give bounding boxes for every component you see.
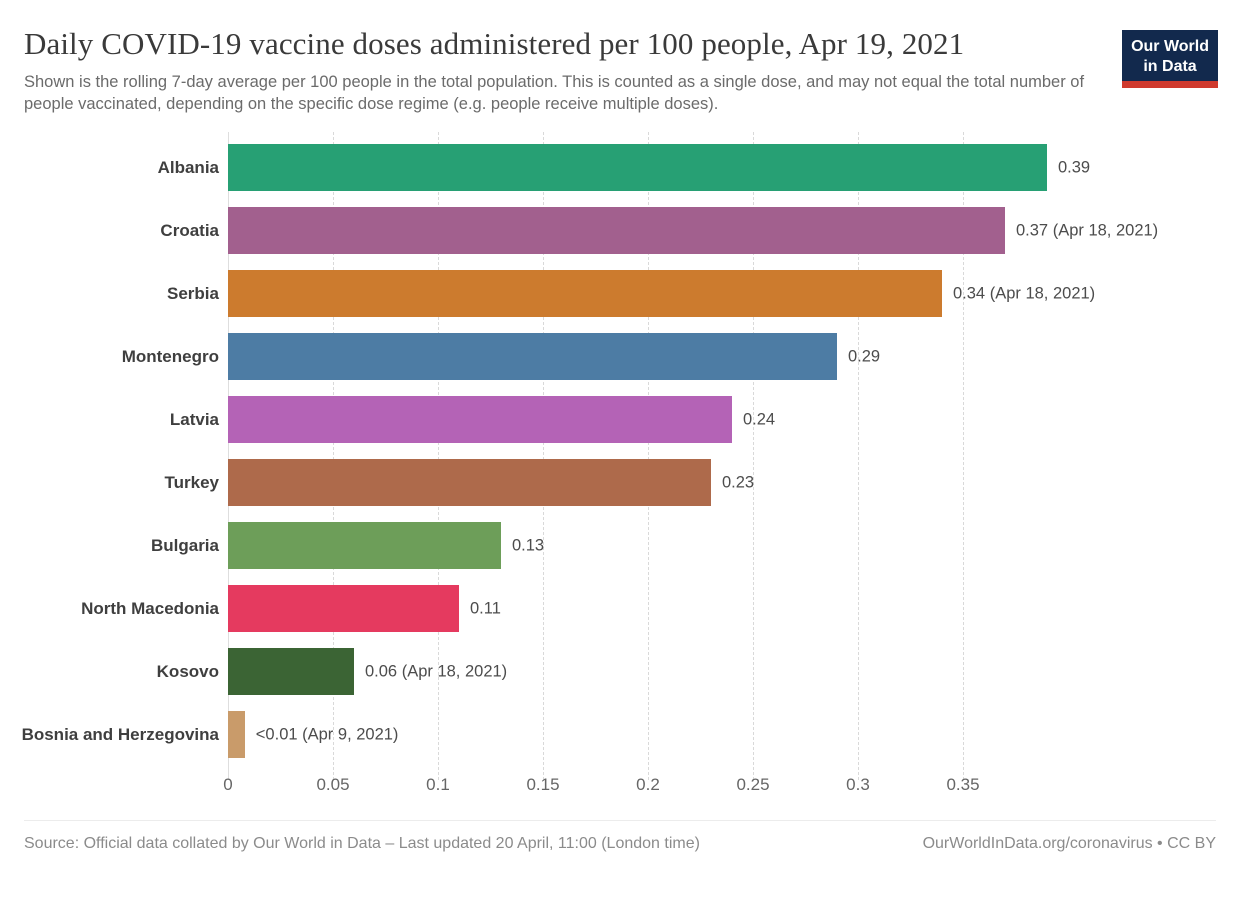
x-tick-label: 0.1: [426, 775, 450, 795]
value-label: <0.01 (Apr 9, 2021): [255, 725, 399, 744]
category-label: Croatia: [160, 220, 219, 240]
x-tick-label: 0.35: [946, 775, 980, 795]
bar: [228, 207, 1005, 255]
category-label: Serbia: [167, 283, 219, 303]
bar: [228, 711, 245, 759]
owid-logo-line1: Our World: [1131, 38, 1209, 55]
category-label: Latvia: [169, 409, 219, 429]
bar: [228, 333, 837, 381]
category-label: Bulgaria: [150, 535, 219, 555]
value-label: 0.23: [722, 473, 755, 492]
chart-title: Daily COVID-19 vaccine doses administere…: [24, 26, 965, 61]
chart-header: Daily COVID-19 vaccine doses administere…: [0, 0, 1242, 116]
value-label: 0.37 (Apr 18, 2021): [1016, 221, 1159, 240]
bar-track: <0.01 (Apr 9, 2021): [228, 711, 1242, 759]
x-tick-label: 0.05: [316, 775, 350, 795]
x-tick-label: 0.2: [636, 775, 660, 795]
value-label: 0.06 (Apr 18, 2021): [365, 662, 508, 681]
chart-row: Bosnia and Herzegovina <0.01 (Apr 9, 2021…: [0, 703, 1242, 766]
category-label: Albania: [157, 157, 219, 177]
bar: [228, 522, 501, 570]
bar: [228, 396, 732, 444]
category-label: Bosnia and Herzegovina: [21, 724, 219, 744]
bar-track: 0.13: [228, 522, 1242, 570]
owid-logo: Our World in Data: [1122, 30, 1218, 89]
x-tick-label: 0.15: [526, 775, 560, 795]
value-label: 0.29: [848, 347, 881, 366]
chart-row: Turkey 0.23: [0, 451, 1242, 514]
source-note: Source: Official data collated by Our Wo…: [24, 835, 700, 853]
value-label: 0.34 (Apr 18, 2021): [953, 284, 1096, 303]
x-tick-label: 0: [223, 775, 233, 795]
attribution-link: OurWorldInData.org/coronavirus • CC BY: [922, 835, 1216, 853]
x-tick-label: 0.3: [846, 775, 870, 795]
bar-track: 0.24: [228, 396, 1242, 444]
bar: [228, 585, 459, 633]
chart-row: Montenegro 0.29: [0, 325, 1242, 388]
bar: [228, 648, 354, 696]
bar-track: 0.37 (Apr 18, 2021): [228, 207, 1242, 255]
bar-track: 0.11: [228, 585, 1242, 633]
value-label: 0.13: [512, 536, 545, 555]
category-label: Kosovo: [156, 661, 219, 681]
chart-row: Albania 0.39: [0, 136, 1242, 199]
bar: [228, 459, 711, 507]
chart-footer: Source: Official data collated by Our Wo…: [24, 820, 1216, 853]
value-label: 0.39: [1058, 158, 1091, 177]
bar-chart: Albania 0.39 Croatia 0.37 (Apr 18, 2021) Ser…: [0, 132, 1242, 800]
owid-logo-line2: in Data: [1143, 57, 1197, 75]
chart-row: North Macedonia 0.11: [0, 577, 1242, 640]
bar-track: 0.39: [228, 144, 1242, 192]
bar-track: 0.23: [228, 459, 1242, 507]
category-label: North Macedonia: [81, 598, 219, 618]
category-label: Turkey: [164, 472, 220, 492]
bar-track: 0.34 (Apr 18, 2021): [228, 270, 1242, 318]
value-label: 0.24: [743, 410, 776, 429]
chart-row: Kosovo 0.06 (Apr 18, 2021): [0, 640, 1242, 703]
bar-track: 0.06 (Apr 18, 2021): [228, 648, 1242, 696]
chart-row: Bulgaria 0.13: [0, 514, 1242, 577]
chart-row: Croatia 0.37 (Apr 18, 2021): [0, 199, 1242, 262]
chart-row: Serbia 0.34 (Apr 18, 2021): [0, 262, 1242, 325]
chart-row: Latvia 0.24: [0, 388, 1242, 451]
bar: [228, 144, 1047, 192]
bar: [228, 270, 942, 318]
x-axis: 0 0.05 0.1 0.15 0.2 0.25 0.3 0.35: [223, 766, 1242, 800]
chart-subtitle: Shown is the rolling 7-day average per 1…: [24, 72, 1085, 114]
bar-track: 0.29: [228, 333, 1242, 381]
value-label: 0.11: [470, 599, 501, 618]
x-tick-label: 0.25: [736, 775, 770, 795]
chart-rows: Albania 0.39 Croatia 0.37 (Apr 18, 2021) Ser…: [0, 136, 1242, 766]
category-label: Montenegro: [121, 346, 219, 366]
